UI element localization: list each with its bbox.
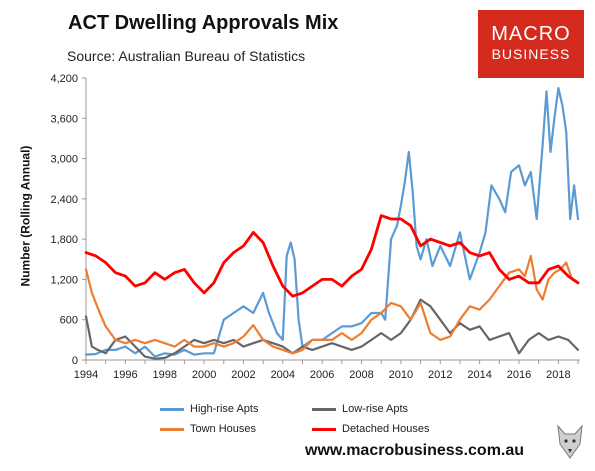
- x-tick-label: 2014: [467, 369, 491, 381]
- legend-item-town-houses: Town Houses: [160, 423, 256, 435]
- legend-item-low-rise: Low-rise Apts: [312, 403, 408, 415]
- x-tick-label: 2002: [231, 369, 255, 381]
- x-tick-label: 2004: [271, 369, 295, 381]
- x-tick-label: 1996: [113, 369, 137, 381]
- legend-label: Town Houses: [190, 423, 257, 435]
- legend-swatch: [312, 407, 336, 411]
- y-tick-label: 2,400: [50, 194, 78, 206]
- x-tick-label: 2016: [507, 369, 531, 381]
- y-tick-label: 1,800: [50, 234, 78, 246]
- legend-label: Detached Houses: [342, 423, 430, 435]
- legend-item-detached: Detached Houses: [312, 423, 429, 435]
- chart-axes: 0 600 1,200 1,800 2,400 3,000 3,600 4,200 1994 19…: [50, 73, 580, 381]
- chart-series: [84, 87, 580, 360]
- y-tick-label: 0: [72, 355, 78, 367]
- chart-source: Source: Australian Bureau of Statistics: [67, 48, 306, 64]
- legend-swatch: [312, 427, 336, 431]
- series-line-detached-houses: [84, 214, 580, 298]
- series-line-low-rise-apts: [84, 298, 580, 360]
- x-tick-label: 2000: [192, 369, 216, 381]
- x-tick-label: 1998: [152, 369, 176, 381]
- y-tick-label: 1,200: [50, 274, 78, 286]
- y-tick-label: 600: [60, 315, 78, 327]
- legend-label: Low-rise Apts: [342, 403, 409, 415]
- y-tick-label: 3,000: [50, 154, 78, 166]
- series-line-high-rise-apts: [84, 87, 580, 358]
- x-tick-label: 2008: [349, 369, 373, 381]
- logo-line-1: MACRO: [491, 23, 571, 45]
- x-tick-label: 2010: [389, 369, 413, 381]
- chart-title: ACT Dwelling Approvals Mix: [68, 12, 339, 34]
- website-url: www.macrobusiness.com.au: [305, 442, 525, 459]
- x-tick-label: 2006: [310, 369, 334, 381]
- wolf-mascot-icon: [557, 424, 583, 459]
- series-line-town-houses: [84, 254, 580, 355]
- x-tick-label: 2012: [428, 369, 452, 381]
- legend-label: High-rise Apts: [190, 403, 259, 415]
- legend-item-high-rise: High-rise Apts: [160, 403, 258, 415]
- legend-swatch: [160, 407, 184, 411]
- macrobusiness-logo: MACRO BUSINESS: [478, 10, 584, 78]
- logo-line-2: BUSINESS: [491, 46, 571, 62]
- legend-swatch: [160, 427, 184, 431]
- x-tick-label: 2018: [546, 369, 570, 381]
- y-tick-label: 4,200: [50, 73, 78, 85]
- x-tick-label: 1994: [74, 369, 98, 381]
- y-tick-label: 3,600: [50, 113, 78, 125]
